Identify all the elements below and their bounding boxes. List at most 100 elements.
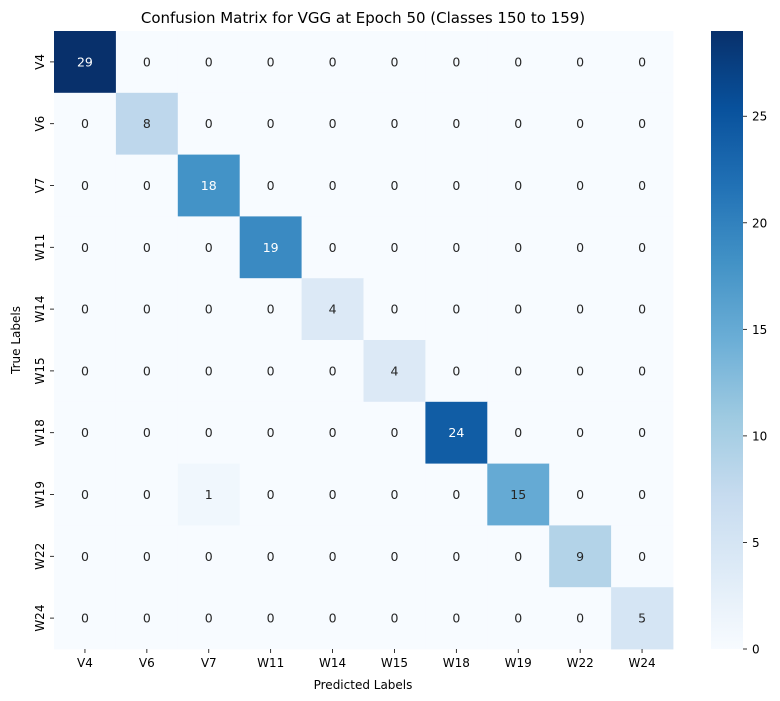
cell-value-label: 0	[329, 178, 337, 193]
heatmap-cell-V4-W19	[487, 31, 550, 94]
cell-value-label: 0	[205, 425, 213, 440]
heatmap-cell-W22-W22	[549, 525, 612, 588]
heatmap-cell-W24-W18	[425, 587, 488, 650]
cell-value-label: 0	[143, 240, 151, 255]
y-tick-label: W15	[33, 357, 47, 384]
cell-value-label: 0	[329, 487, 337, 502]
heatmap-cell-W14-V4	[54, 278, 117, 341]
colorbar-tick-label: 15	[752, 323, 767, 337]
cell-value-label: 0	[576, 363, 584, 378]
heatmap-cell-V6-W19	[487, 92, 550, 155]
heatmap-cell-V4-V6	[115, 31, 179, 94]
cell-value-label: 0	[81, 611, 89, 626]
heatmap-cell-V4-V4	[54, 31, 117, 94]
cell-value-label: 0	[143, 54, 151, 69]
cell-value-label: 9	[576, 549, 584, 564]
x-tick-label: W15	[381, 656, 408, 670]
cell-value-label: 4	[390, 363, 398, 378]
cell-value-label: 0	[205, 116, 213, 131]
heatmap-cell-W22-W14	[301, 525, 364, 588]
cell-value-label: 0	[576, 425, 584, 440]
colorbar-tick-label: 25	[752, 110, 767, 124]
cell-value-label: 0	[390, 302, 398, 317]
heatmap-cell-V4-W14	[301, 31, 364, 94]
heatmap-cell-W11-W24	[611, 216, 674, 279]
heatmap-cell-W19-W11	[239, 463, 302, 526]
cell-value-label: 0	[267, 302, 275, 317]
heatmap-cell-V7-V6	[115, 154, 179, 217]
heatmap-cell-W18-W18	[425, 401, 488, 464]
heatmap-cell-V6-W11	[239, 92, 302, 155]
heatmap-cell-W18-W15	[363, 401, 426, 464]
heatmap-cell-W24-V6	[115, 587, 179, 650]
cell-value-label: 0	[514, 116, 522, 131]
cell-value-label: 29	[77, 54, 93, 69]
cell-value-label: 0	[205, 302, 213, 317]
cell-value-label: 0	[329, 425, 337, 440]
heatmap-cell-W11-W11	[239, 216, 302, 279]
cell-value-label: 0	[638, 302, 646, 317]
cell-value-label: 0	[514, 240, 522, 255]
cell-value-label: 0	[576, 116, 584, 131]
heatmap-cell-W11-W15	[363, 216, 426, 279]
cell-value-label: 0	[390, 178, 398, 193]
heatmap-cell-W15-W14	[301, 340, 364, 403]
cell-value-label: 0	[390, 116, 398, 131]
cell-value-label: 0	[143, 302, 151, 317]
heatmap-cell-V7-W18	[425, 154, 488, 217]
cell-value-label: 0	[576, 54, 584, 69]
heatmap-cell-W14-W14	[301, 278, 364, 341]
cell-value-label: 0	[390, 54, 398, 69]
heatmap-cell-W15-W15	[363, 340, 426, 403]
cell-value-label: 0	[638, 549, 646, 564]
cell-value-label: 19	[263, 240, 279, 255]
cell-value-label: 0	[576, 487, 584, 502]
heatmap-cell-W19-W22	[549, 463, 612, 526]
heatmap-cell-W24-V4	[54, 587, 117, 650]
cell-value-label: 0	[81, 487, 89, 502]
heatmap-cell-V7-W24	[611, 154, 674, 217]
heatmap-cell-W24-W11	[239, 587, 302, 650]
cell-value-label: 0	[267, 178, 275, 193]
y-tick-label: W14	[33, 296, 47, 323]
cell-value-label: 0	[81, 425, 89, 440]
heatmap-cell-V7-W14	[301, 154, 364, 217]
cell-value-label: 0	[452, 487, 460, 502]
cell-value-label: 0	[81, 116, 89, 131]
cell-value-label: 0	[638, 363, 646, 378]
y-tick-label: V6	[33, 116, 47, 132]
heatmap-cell-V4-V7	[177, 31, 241, 94]
cell-value-label: 0	[638, 487, 646, 502]
cell-value-label: 0	[514, 178, 522, 193]
cell-value-label: 0	[514, 363, 522, 378]
cell-value-label: 0	[452, 549, 460, 564]
cell-value-label: 0	[143, 425, 151, 440]
y-tick-label: W18	[33, 419, 47, 446]
heatmap-cell-W19-V4	[54, 463, 117, 526]
colorbar-tick-label: 0	[752, 643, 760, 657]
y-tick-label: V7	[33, 178, 47, 194]
heatmap-cell-W19-V6	[115, 463, 179, 526]
heatmap-cell-W11-V4	[54, 216, 117, 279]
heatmap-cell-W15-V4	[54, 340, 117, 403]
heatmap-cell-W14-V7	[177, 278, 241, 341]
heatmap-cell-W24-W24	[611, 587, 674, 650]
heatmap-cell-W19-W24	[611, 463, 674, 526]
heatmap-cell-W18-W22	[549, 401, 612, 464]
colorbar	[711, 31, 743, 649]
cell-value-label: 0	[514, 611, 522, 626]
heatmap-cell-W11-W22	[549, 216, 612, 279]
cell-value-label: 0	[329, 549, 337, 564]
heatmap-cell-V6-V4	[54, 92, 117, 155]
cell-value-label: 0	[205, 54, 213, 69]
heatmap-cell-W22-V6	[115, 525, 179, 588]
y-tick-label: W19	[33, 481, 47, 508]
heatmap-cell-W24-W14	[301, 587, 364, 650]
colorbar-tick-label: 5	[752, 536, 760, 550]
cell-value-label: 0	[81, 363, 89, 378]
heatmap-cell-V4-W24	[611, 31, 674, 94]
colorbar-tick-label: 20	[752, 216, 767, 230]
cell-value-label: 0	[390, 549, 398, 564]
cell-value-label: 0	[81, 240, 89, 255]
x-tick-labels: V4 V6 V7 W11 W14 W15 W18 W19 W22 W24	[77, 649, 656, 670]
